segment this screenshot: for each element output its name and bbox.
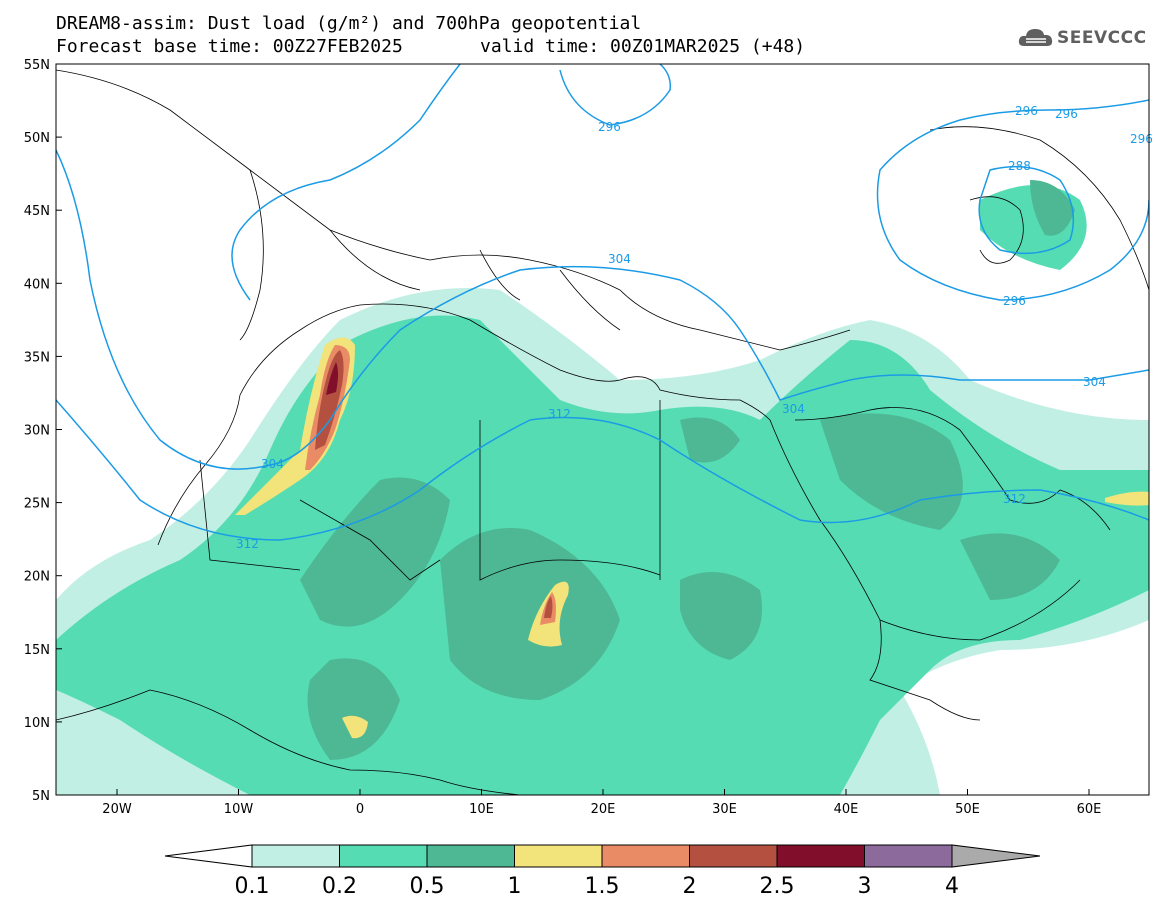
colorbar-swatch	[514, 844, 603, 868]
colorbar-label: 4	[945, 874, 959, 899]
valid-time: valid time: 00Z01MAR2025 (+48)	[480, 36, 806, 57]
lon-tick-label: 20W	[102, 802, 132, 817]
lat-tick-label: 40N	[24, 277, 50, 292]
lat-tick-label: 30N	[24, 424, 50, 439]
colorbar-swatch	[339, 844, 428, 868]
contour-label: 312	[1003, 492, 1026, 506]
dust-band-03h	[1030, 180, 1075, 236]
lat-tick-label: 50N	[24, 131, 50, 146]
lon-tick-label: 10W	[224, 802, 254, 817]
colorbar-label: 0.1	[235, 874, 270, 899]
lon-tick-label: 20E	[591, 802, 616, 817]
contour-label: 288	[1008, 159, 1031, 173]
dust-band-06b	[544, 596, 553, 618]
dust-band-03a	[300, 477, 450, 627]
contour-label: 296	[1015, 104, 1038, 118]
contour-label: 304	[1083, 375, 1106, 389]
latitude-axis: 55N 50N 45N 40N 35N 30N 25N 20N 15N 10N 5N	[24, 58, 62, 804]
lat-tick-label: 15N	[24, 643, 50, 658]
coastlines	[56, 69, 1149, 795]
contour-label: 312	[236, 537, 259, 551]
lon-tick-label: 40E	[834, 802, 859, 817]
cloud-icon	[1018, 29, 1053, 46]
colorbar-swatch	[251, 844, 340, 868]
colorbar-swatch	[601, 844, 690, 868]
dust-band-07	[326, 362, 338, 395]
colorbar-label: 1.5	[585, 874, 620, 899]
contour-label: 296	[598, 120, 621, 134]
contour-label: 304	[608, 252, 631, 266]
colorbar-label: 0.5	[410, 874, 445, 899]
contour-304b	[231, 64, 461, 301]
lon-tick-label: 10E	[469, 802, 494, 817]
dust-band-04c	[342, 715, 368, 739]
seevccc-logo: SEEVCCC	[1018, 26, 1147, 50]
colorbar-swatch	[776, 844, 865, 868]
lon-tick-label: 60E	[1077, 802, 1102, 817]
contour-288	[978, 165, 1075, 255]
lat-tick-label: 10N	[24, 716, 50, 731]
dust-band-03g	[307, 658, 400, 760]
dust-band-03f	[960, 533, 1060, 600]
longitude-axis: 20W 10W 0 10E 20E 30E 40E 50E 60E	[102, 789, 1101, 817]
lat-tick-label: 35N	[24, 350, 50, 365]
contour-312	[56, 399, 1149, 541]
colorbar-over-arrow	[951, 844, 1041, 868]
lat-tick-label: 25N	[24, 497, 50, 512]
contour-labels: 296 296 296 296 296 288 304 304 304 304 …	[236, 104, 1153, 551]
contour-label: 304	[261, 457, 284, 471]
colorbar-label: 2	[683, 874, 697, 899]
dust-band-03d	[820, 413, 963, 530]
dust-band-03c	[680, 417, 740, 463]
lat-tick-label: 45N	[24, 204, 50, 219]
contour-label: 296	[1130, 132, 1153, 146]
contour-label: 296	[1003, 294, 1026, 308]
contour-label: 312	[548, 407, 571, 421]
map-title: DREAM8-assim: Dust load (g/m²) and 700hP…	[56, 13, 642, 34]
contour-304	[56, 149, 1149, 470]
colorbar-swatch	[426, 844, 515, 868]
contour-label: 304	[782, 402, 805, 416]
geopotential-contours	[56, 64, 1149, 541]
dust-band-03b	[440, 528, 620, 700]
colorbar: 0.1 0.2 0.5 1 1.5 2 2.5 3 4	[164, 844, 1041, 899]
lon-tick-label: 50E	[955, 802, 980, 817]
colorbar-under-arrow	[164, 844, 253, 868]
lon-tick-label: 0	[356, 802, 364, 817]
colorbar-label: 2.5	[760, 874, 795, 899]
dust-fields	[56, 180, 1149, 795]
lon-tick-label: 30E	[712, 802, 737, 817]
colorbar-label: 3	[858, 874, 872, 899]
dust-band-03e	[680, 572, 762, 660]
logo-text: SEEVCCC	[1057, 28, 1147, 48]
dust-band-04d	[1105, 491, 1149, 506]
lat-tick-label: 20N	[24, 570, 50, 585]
forecast-base-time: Forecast base time: 00Z27FEB2025	[56, 36, 403, 57]
colorbar-label: 1	[508, 874, 522, 899]
contour-296a	[559, 64, 672, 126]
lat-tick-label: 5N	[32, 789, 50, 804]
contour-label: 296	[1055, 107, 1078, 121]
colorbar-swatch	[864, 844, 953, 868]
lat-tick-label: 55N	[24, 58, 50, 73]
colorbar-swatch	[689, 844, 778, 868]
colorbar-label: 0.2	[322, 874, 357, 899]
contour-296b	[876, 99, 1149, 301]
